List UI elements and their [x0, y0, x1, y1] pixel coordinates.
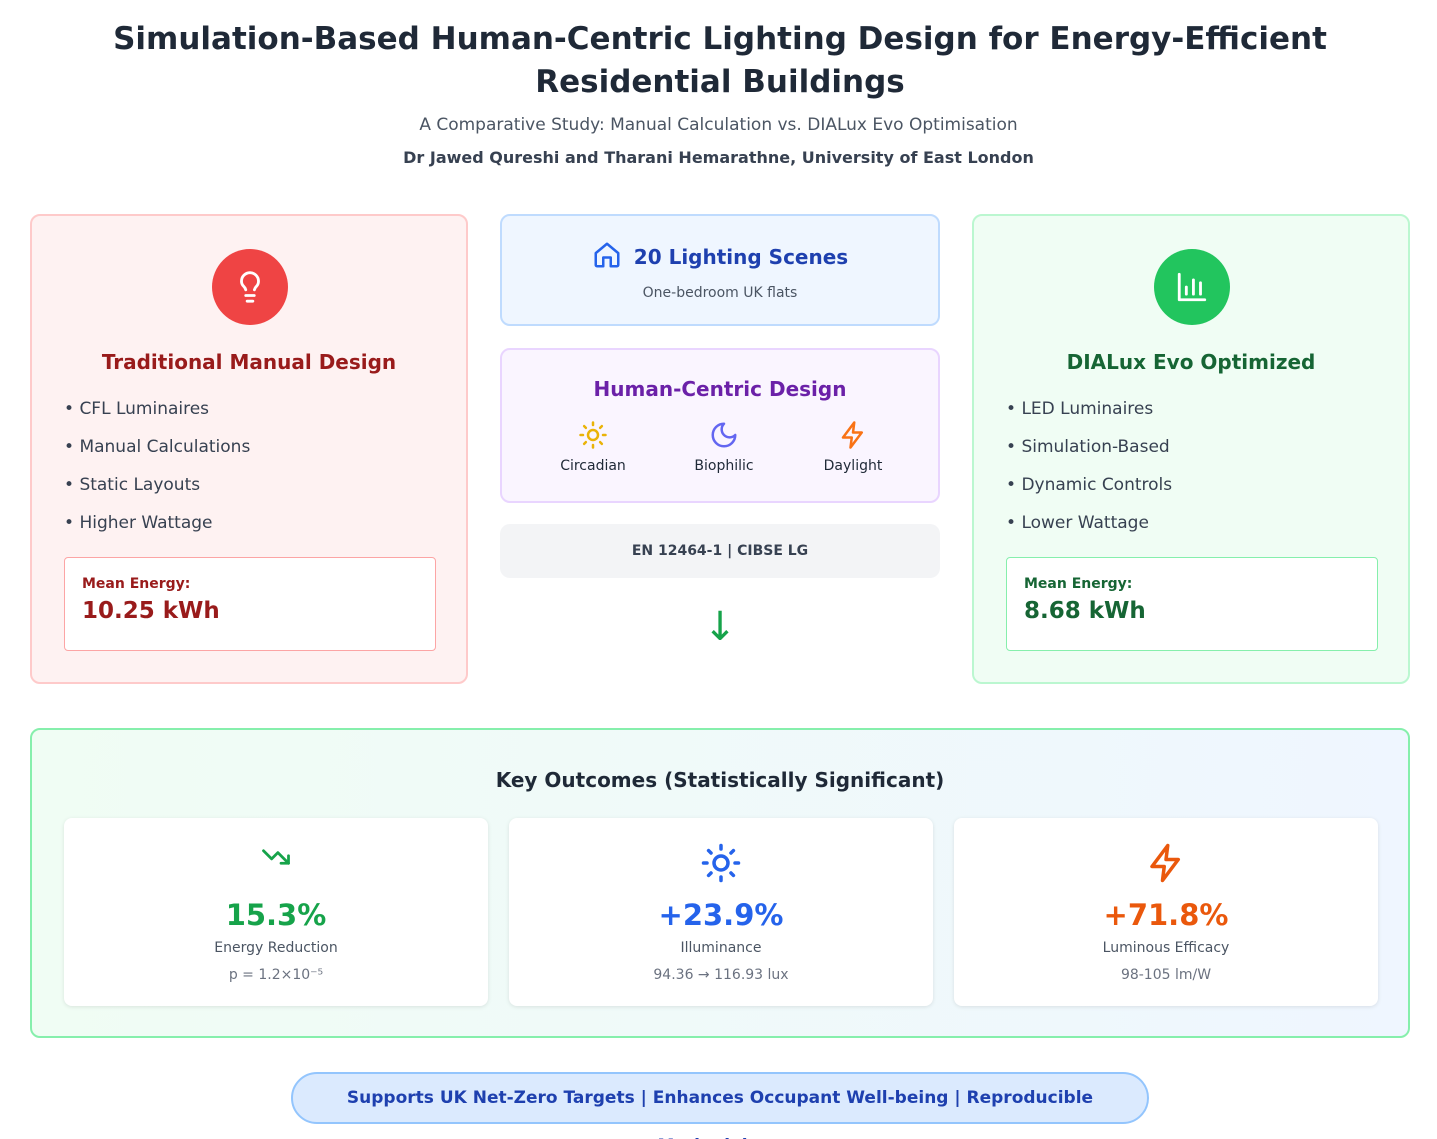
- manual-design-title: Traditional Manual Design: [101, 350, 397, 374]
- sun-icon: [700, 842, 742, 888]
- dialux-title: DIALux Evo Optimized: [1066, 350, 1316, 374]
- outcome-card-illuminance: +23.9% Illuminance 94.36 → 116.93 lux: [509, 818, 933, 1006]
- key-outcomes-section: Key Outcomes (Statistically Significant)…: [30, 728, 1410, 1038]
- hcd-title: Human-Centric Design: [593, 377, 847, 401]
- authors: Dr Jawed Qureshi and Tharani Hemarathne,…: [403, 148, 1034, 167]
- page-title: Simulation-Based Human-Centric Lighting …: [113, 21, 1327, 100]
- outcome-detail: p = 1.2×10⁻⁵: [228, 967, 324, 983]
- list-item: Lower Wattage: [1006, 510, 1172, 548]
- outcome-value: +71.8%: [1103, 898, 1229, 932]
- manual-design-panel: Traditional Manual Design CFL Luminaires…: [30, 214, 468, 684]
- outcome-card-efficacy: +71.8% Luminous Efficacy 98-105 lm/W: [954, 818, 1378, 1006]
- list-item: CFL Luminaires: [64, 396, 250, 434]
- outcome-detail: 98-105 lm/W: [1120, 967, 1212, 983]
- lighting-scenes-box: 20 Lighting Scenes One-bedroom UK flats: [500, 214, 940, 326]
- outcome-label: Energy Reduction: [214, 940, 338, 956]
- hcd-item-label: Circadian: [560, 458, 626, 474]
- moon-icon: [709, 422, 739, 454]
- list-item: Static Layouts: [64, 472, 250, 510]
- outcome-label: Illuminance: [680, 940, 762, 956]
- lightning-icon: [838, 421, 868, 454]
- bar-chart-icon: [1154, 249, 1230, 325]
- list-item: Simulation-Based: [1006, 434, 1172, 472]
- energy-value: 8.68 kWh: [1024, 598, 1146, 624]
- outcomes-title: Key Outcomes (Statistically Significant): [495, 768, 945, 792]
- energy-label: Mean Energy:: [1024, 576, 1133, 592]
- arrow-down-icon: ↓: [703, 604, 737, 650]
- lightning-icon: [1145, 842, 1187, 888]
- sun-icon: [578, 421, 608, 454]
- trending-down-icon: [255, 842, 297, 876]
- hcd-item-circadian: Circadian: [538, 420, 648, 474]
- hcd-item-label: Biophilic: [694, 458, 754, 474]
- scenes-title: 20 Lighting Scenes: [633, 245, 849, 269]
- list-item: LED Luminaires: [1006, 396, 1172, 434]
- outcome-label: Luminous Efficacy: [1102, 940, 1230, 956]
- scenes-subtitle: One-bedroom UK flats: [642, 285, 798, 301]
- human-centric-design-box: Human-Centric Design Circadian Biophilic…: [500, 348, 940, 503]
- home-icon: [592, 240, 622, 274]
- lightbulb-icon: [212, 249, 288, 325]
- manual-energy-box: Mean Energy: 10.25 kWh: [64, 557, 436, 651]
- dialux-panel: DIALux Evo Optimized LED Luminaires Simu…: [972, 214, 1410, 684]
- energy-label: Mean Energy:: [82, 576, 191, 592]
- standards-box: EN 12464-1 | CIBSE LG: [500, 524, 940, 578]
- dialux-energy-box: Mean Energy: 8.68 kWh: [1006, 557, 1378, 651]
- hcd-item-biophilic: Biophilic: [669, 420, 779, 474]
- hcd-item-daylight: Daylight: [798, 420, 908, 474]
- list-item: Dynamic Controls: [1006, 472, 1172, 510]
- page-subtitle: A Comparative Study: Manual Calculation …: [419, 115, 1018, 135]
- list-item: Manual Calculations: [64, 434, 250, 472]
- outcome-value: 15.3%: [225, 898, 327, 932]
- outcome-value: +23.9%: [658, 898, 784, 932]
- manual-features-list: CFL Luminaires Manual Calculations Stati…: [64, 396, 250, 548]
- dialux-features-list: LED Luminaires Simulation-Based Dynamic …: [1006, 396, 1172, 548]
- hcd-item-label: Daylight: [823, 458, 883, 474]
- outcome-detail: 94.36 → 116.93 lux: [653, 967, 789, 983]
- list-item: Higher Wattage: [64, 510, 250, 548]
- footer-banner: Supports UK Net-Zero Targets | Enhances …: [291, 1072, 1149, 1139]
- outcome-card-energy: 15.3% Energy Reduction p = 1.2×10⁻⁵: [64, 818, 488, 1006]
- energy-value: 10.25 kWh: [82, 598, 220, 624]
